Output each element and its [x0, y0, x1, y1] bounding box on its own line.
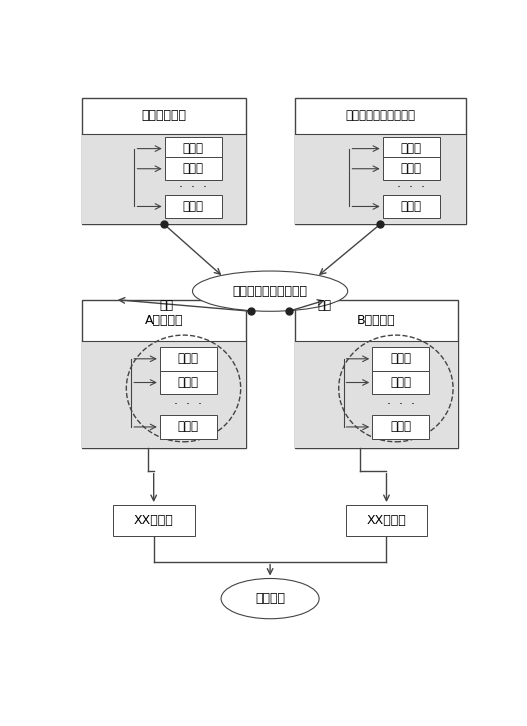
Text: ·  ·  ·: · · ·	[397, 181, 425, 194]
Text: XX信号组: XX信号组	[134, 514, 173, 527]
FancyBboxPatch shape	[346, 505, 427, 536]
FancyBboxPatch shape	[113, 505, 194, 536]
FancyBboxPatch shape	[82, 300, 246, 448]
Text: 选择: 选择	[160, 299, 174, 312]
FancyBboxPatch shape	[295, 300, 458, 448]
Text: 遥调组: 遥调组	[391, 420, 411, 433]
FancyBboxPatch shape	[383, 137, 440, 160]
FancyBboxPatch shape	[295, 341, 458, 448]
Text: 历史时间断面远传点表: 历史时间断面远传点表	[345, 110, 415, 123]
Text: B远传点表: B远传点表	[357, 314, 396, 327]
FancyBboxPatch shape	[295, 98, 466, 224]
Ellipse shape	[192, 271, 348, 311]
Text: 遥调组: 遥调组	[401, 200, 422, 213]
FancyBboxPatch shape	[82, 341, 246, 448]
Text: 遥测组: 遥测组	[178, 376, 199, 389]
FancyBboxPatch shape	[372, 415, 430, 439]
FancyBboxPatch shape	[160, 415, 217, 439]
Text: 遥调组: 遥调组	[183, 200, 204, 213]
FancyBboxPatch shape	[383, 195, 440, 219]
FancyBboxPatch shape	[82, 134, 246, 224]
FancyBboxPatch shape	[295, 134, 466, 224]
FancyBboxPatch shape	[165, 137, 222, 160]
FancyBboxPatch shape	[82, 98, 246, 224]
FancyBboxPatch shape	[383, 157, 440, 181]
Text: 遥测组: 遥测组	[401, 162, 422, 175]
Text: ·  ·  ·: · · ·	[179, 181, 207, 194]
Text: ·  ·  ·: · · ·	[174, 399, 202, 411]
Text: 遥信组: 遥信组	[401, 142, 422, 155]
Text: 选择: 选择	[317, 299, 331, 312]
Text: XX信号组: XX信号组	[367, 514, 406, 527]
Text: 可供选择的远传点表集: 可供选择的远传点表集	[232, 285, 308, 298]
Text: 当前远传点表: 当前远传点表	[141, 110, 187, 123]
Text: 遥信组: 遥信组	[178, 352, 199, 365]
Text: ·  ·  ·: · · ·	[387, 399, 415, 411]
FancyBboxPatch shape	[372, 371, 430, 394]
Text: 遥测组: 遥测组	[391, 376, 411, 389]
FancyBboxPatch shape	[160, 371, 217, 394]
Text: A远传点表: A远传点表	[144, 314, 183, 327]
Text: 点表比对: 点表比对	[255, 592, 285, 605]
Text: 遥调组: 遥调组	[178, 420, 199, 433]
FancyBboxPatch shape	[165, 157, 222, 181]
Text: 遥测组: 遥测组	[183, 162, 204, 175]
FancyBboxPatch shape	[160, 347, 217, 370]
Text: 遥信组: 遥信组	[183, 142, 204, 155]
Ellipse shape	[221, 579, 319, 619]
FancyBboxPatch shape	[372, 347, 430, 370]
FancyBboxPatch shape	[165, 195, 222, 219]
Text: 遥信组: 遥信组	[391, 352, 411, 365]
